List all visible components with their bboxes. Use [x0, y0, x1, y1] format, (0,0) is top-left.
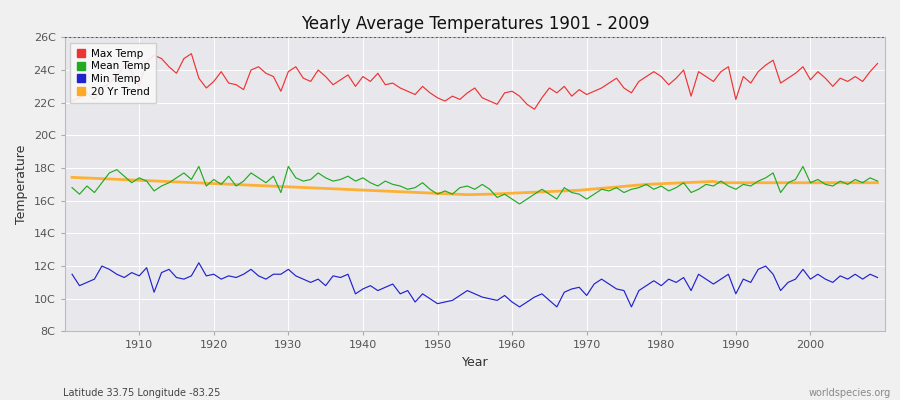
Title: Yearly Average Temperatures 1901 - 2009: Yearly Average Temperatures 1901 - 2009: [301, 15, 649, 33]
Legend: Max Temp, Mean Temp, Min Temp, 20 Yr Trend: Max Temp, Mean Temp, Min Temp, 20 Yr Tre…: [70, 42, 156, 103]
Text: worldspecies.org: worldspecies.org: [809, 388, 891, 398]
Y-axis label: Temperature: Temperature: [15, 145, 28, 224]
Text: Latitude 33.75 Longitude -83.25: Latitude 33.75 Longitude -83.25: [63, 388, 220, 398]
X-axis label: Year: Year: [462, 356, 488, 369]
